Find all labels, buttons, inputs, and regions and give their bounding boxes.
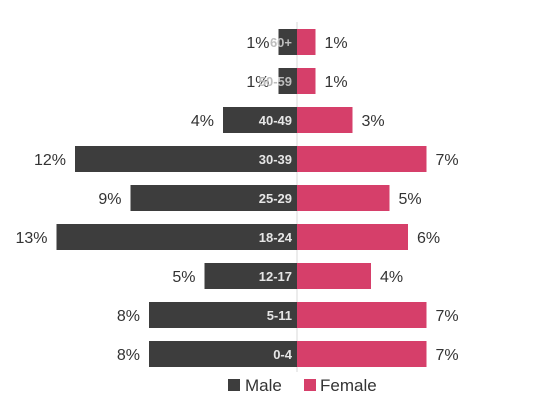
male-bar-25-29 xyxy=(130,185,297,211)
female-value-label-12-17: 4% xyxy=(380,269,403,286)
age-label-40-49: 40-49 xyxy=(259,113,292,128)
female-value-label-0-4: 7% xyxy=(436,347,459,364)
female-value-label-18-24: 6% xyxy=(417,230,440,247)
male-value-label-18-24: 13% xyxy=(15,230,47,247)
male-bar-12-17 xyxy=(204,263,297,289)
female-value-label-50-59: 1% xyxy=(325,74,348,91)
female-bar-18-24 xyxy=(297,224,408,250)
male-value-label-30-39: 12% xyxy=(34,152,66,169)
male-value-label-5-11: 8% xyxy=(117,308,140,325)
female-value-label-60: 1% xyxy=(325,35,348,52)
legend-male-swatch xyxy=(228,379,240,391)
age-label-5-11: 5-11 xyxy=(267,308,292,323)
male-value-label-40-49: 4% xyxy=(191,113,214,130)
female-bar-12-17 xyxy=(297,263,371,289)
age-label-60: 60+ xyxy=(270,35,292,50)
male-value-label-25-29: 9% xyxy=(98,191,121,208)
legend-female-label: Female xyxy=(320,376,377,395)
male-value-label-0-4: 8% xyxy=(117,347,140,364)
male-bar-18-24 xyxy=(56,224,297,250)
age-label-12-17: 12-17 xyxy=(259,269,292,284)
age-label-30-39: 30-39 xyxy=(259,152,292,167)
male-bar-5-11 xyxy=(149,302,297,328)
male-value-label-60: 1% xyxy=(246,35,269,52)
male-bar-0-4 xyxy=(149,341,297,367)
legend: Male Female xyxy=(228,376,377,395)
female-bar-30-39 xyxy=(297,146,427,172)
male-value-label-12-17: 5% xyxy=(172,269,195,286)
female-bar-25-29 xyxy=(297,185,390,211)
male-value-label-50-59: 1% xyxy=(246,74,269,91)
male-bar-60 xyxy=(278,29,297,55)
female-value-label-25-29: 5% xyxy=(399,191,422,208)
female-bar-60 xyxy=(297,29,316,55)
legend-male-label: Male xyxy=(245,376,282,395)
female-value-label-40-49: 3% xyxy=(362,113,385,130)
male-bar-40-49 xyxy=(223,107,297,133)
age-label-25-29: 25-29 xyxy=(259,191,292,206)
male-bar-50-59 xyxy=(278,68,297,94)
age-label-50-59: 50-59 xyxy=(259,74,292,89)
legend-female-swatch xyxy=(304,379,316,391)
female-value-label-30-39: 7% xyxy=(436,152,459,169)
female-bar-0-4 xyxy=(297,341,427,367)
female-bar-50-59 xyxy=(297,68,316,94)
age-label-18-24: 18-24 xyxy=(259,230,293,245)
age-label-0-4: 0-4 xyxy=(273,347,293,362)
female-value-label-5-11: 7% xyxy=(436,308,459,325)
female-bar-5-11 xyxy=(297,302,427,328)
female-bar-40-49 xyxy=(297,107,353,133)
male-bar-30-39 xyxy=(75,146,297,172)
